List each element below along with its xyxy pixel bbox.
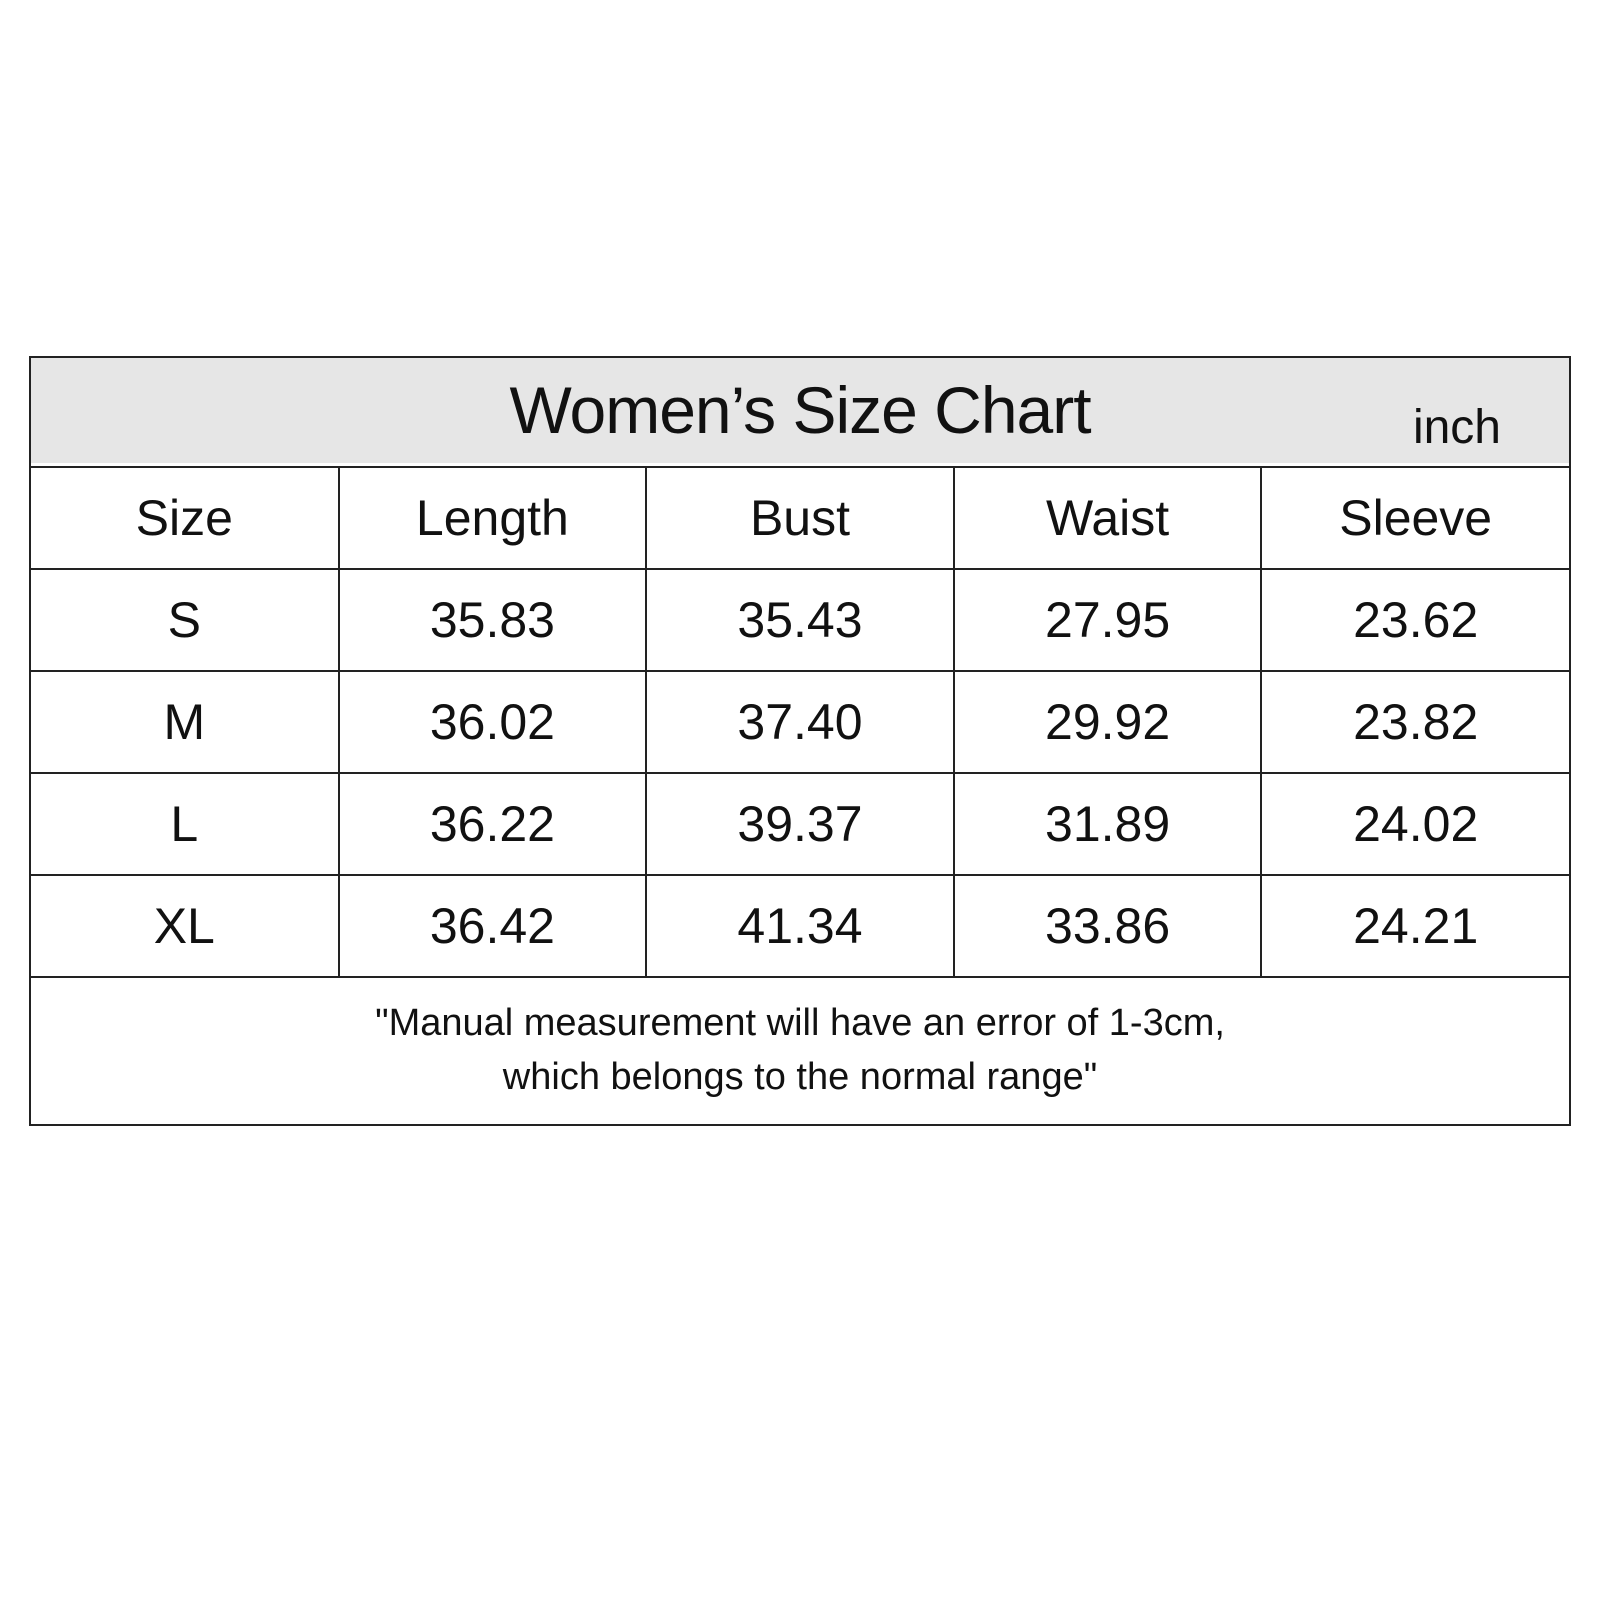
table-row: S 35.83 35.43 27.95 23.62: [31, 568, 1569, 672]
column-header: Waist: [952, 468, 1263, 570]
size-cell: S: [31, 568, 340, 672]
measurement-cell: 23.62: [1260, 568, 1569, 672]
size-cell: M: [31, 670, 340, 774]
measurement-cell: 29.92: [952, 670, 1263, 774]
measurement-cell: 24.02: [1260, 772, 1569, 876]
size-cell: L: [31, 772, 340, 876]
table-row: XL 36.42 41.34 33.86 24.21: [31, 874, 1569, 978]
measurement-cell: 31.89: [952, 772, 1263, 876]
size-cell: XL: [31, 874, 340, 978]
note-line-1: "Manual measurement will have an error o…: [375, 1002, 1225, 1044]
chart-title: Women’s Size Chart: [509, 373, 1091, 447]
measurement-cell: 41.34: [645, 874, 955, 978]
note-line-2: which belongs to the normal range": [502, 1056, 1098, 1098]
measurement-cell: 24.21: [1260, 874, 1569, 978]
measurement-cell: 23.82: [1260, 670, 1569, 774]
column-header: Length: [337, 468, 648, 570]
measurement-cell: 36.42: [337, 874, 648, 978]
column-header: Sleeve: [1260, 468, 1569, 570]
measurement-cell: 39.37: [645, 772, 955, 876]
measurement-note: "Manual measurement will have an error o…: [31, 978, 1569, 1124]
table-row: L 36.22 39.37 31.89 24.02: [31, 772, 1569, 876]
column-header: Bust: [645, 468, 955, 570]
measurement-cell: 37.40: [645, 670, 955, 774]
unit-label: inch: [1412, 401, 1501, 454]
measurement-cell: 33.86: [952, 874, 1263, 978]
size-chart: Women’s Size Chart inch Size Length Bust Wa…: [29, 356, 1571, 1126]
measurement-cell: 27.95: [952, 568, 1263, 672]
title-bar: Women’s Size Chart inch: [31, 358, 1569, 466]
header-row: Size Length Bust Waist Sleeve: [31, 468, 1569, 570]
measurement-cell: 36.02: [337, 670, 648, 774]
size-table: Size Length Bust Waist Sleeve S 35.83 35.43 27.9…: [31, 468, 1569, 978]
column-header: Size: [31, 468, 340, 570]
measurement-cell: 35.83: [337, 568, 648, 672]
measurement-cell: 36.22: [337, 772, 648, 876]
measurement-cell: 35.43: [645, 568, 955, 672]
table-row: M 36.02 37.40 29.92 23.82: [31, 670, 1569, 774]
